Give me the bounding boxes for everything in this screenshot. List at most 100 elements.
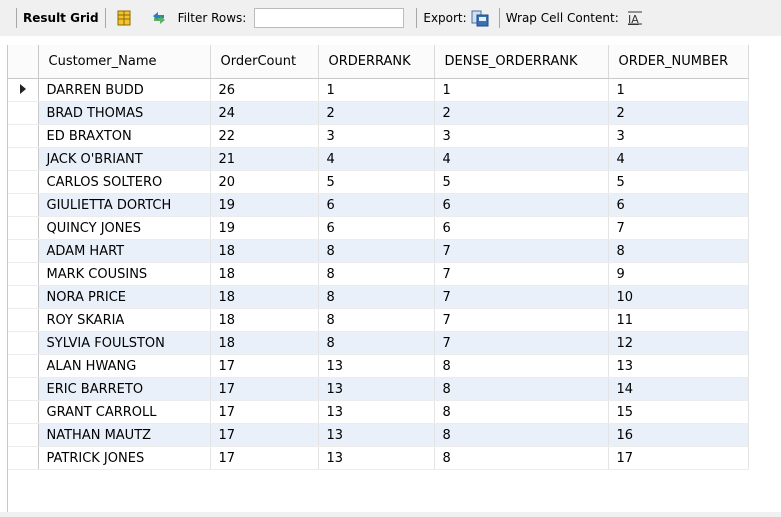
- table-cell[interactable]: 8: [434, 377, 609, 401]
- table-cell[interactable]: ROY SKARIA: [38, 308, 211, 332]
- table-cell[interactable]: 7: [608, 216, 749, 240]
- table-cell[interactable]: 2: [318, 101, 435, 125]
- row-selector[interactable]: [8, 354, 39, 378]
- table-cell[interactable]: 18: [210, 308, 319, 332]
- table-cell[interactable]: GIULIETTA DORTCH: [38, 193, 211, 217]
- table-cell[interactable]: 14: [608, 377, 749, 401]
- export-icon[interactable]: [471, 9, 489, 27]
- table-cell[interactable]: 22: [210, 124, 319, 148]
- table-cell[interactable]: SYLVIA FOULSTON: [38, 331, 211, 355]
- table-cell[interactable]: NATHAN MAUTZ: [38, 423, 211, 447]
- row-selector[interactable]: [8, 262, 39, 286]
- table-cell[interactable]: 5: [318, 170, 435, 194]
- row-selector[interactable]: [8, 308, 39, 332]
- row-selector[interactable]: [8, 285, 39, 309]
- table-cell[interactable]: 4: [318, 147, 435, 171]
- table-cell[interactable]: 13: [318, 354, 435, 378]
- table-row[interactable]: MARK COUSINS 18 8 7 9: [8, 262, 749, 286]
- table-cell[interactable]: BRAD THOMAS: [38, 101, 211, 125]
- table-row[interactable]: ROY SKARIA 18 8 7 11: [8, 308, 749, 332]
- table-cell[interactable]: 1: [318, 78, 435, 102]
- table-cell[interactable]: 7: [434, 239, 609, 263]
- table-cell[interactable]: 8: [434, 423, 609, 447]
- table-row[interactable]: ALAN HWANG 17 13 8 13: [8, 354, 749, 378]
- table-cell[interactable]: 6: [434, 216, 609, 240]
- table-cell[interactable]: 13: [318, 423, 435, 447]
- table-cell[interactable]: 26: [210, 78, 319, 102]
- column-header[interactable]: ORDER_NUMBER: [608, 45, 749, 79]
- column-header[interactable]: OrderCount: [210, 45, 319, 79]
- table-cell[interactable]: 8: [608, 239, 749, 263]
- table-cell[interactable]: 3: [434, 124, 609, 148]
- table-cell[interactable]: 17: [210, 354, 319, 378]
- table-cell[interactable]: 13: [318, 400, 435, 424]
- table-cell[interactable]: 9: [608, 262, 749, 286]
- table-cell[interactable]: 8: [318, 308, 435, 332]
- table-cell[interactable]: 17: [210, 446, 319, 470]
- table-cell[interactable]: 8: [434, 400, 609, 424]
- row-selector[interactable]: [8, 170, 39, 194]
- row-selector[interactable]: [8, 400, 39, 424]
- table-row[interactable]: DARREN BUDD 26 1 1 1: [8, 78, 749, 102]
- table-cell[interactable]: 3: [318, 124, 435, 148]
- table-cell[interactable]: 12: [608, 331, 749, 355]
- table-cell[interactable]: JACK O'BRIANT: [38, 147, 211, 171]
- row-selector[interactable]: [8, 377, 39, 401]
- table-cell[interactable]: 15: [608, 400, 749, 424]
- table-cell[interactable]: 18: [210, 331, 319, 355]
- table-cell[interactable]: 8: [434, 446, 609, 470]
- table-cell[interactable]: 17: [210, 377, 319, 401]
- table-cell[interactable]: MARK COUSINS: [38, 262, 211, 286]
- table-row[interactable]: GRANT CARROLL 17 13 8 15: [8, 400, 749, 424]
- table-cell[interactable]: 24: [210, 101, 319, 125]
- table-cell[interactable]: 17: [210, 400, 319, 424]
- table-row[interactable]: SYLVIA FOULSTON 18 8 7 12: [8, 331, 749, 355]
- column-header[interactable]: ORDERRANK: [318, 45, 435, 79]
- table-cell[interactable]: 21: [210, 147, 319, 171]
- row-selector[interactable]: [8, 78, 39, 102]
- table-cell[interactable]: 11: [608, 308, 749, 332]
- row-selector[interactable]: [8, 239, 39, 263]
- row-selector[interactable]: [8, 216, 39, 240]
- table-row[interactable]: ADAM HART 18 8 7 8: [8, 239, 749, 263]
- table-cell[interactable]: 3: [608, 124, 749, 148]
- row-selector[interactable]: [8, 423, 39, 447]
- table-cell[interactable]: PATRICK JONES: [38, 446, 211, 470]
- table-cell[interactable]: 8: [318, 262, 435, 286]
- table-cell[interactable]: 7: [434, 308, 609, 332]
- row-selector[interactable]: [8, 101, 39, 125]
- table-cell[interactable]: 13: [318, 377, 435, 401]
- row-selector[interactable]: [8, 446, 39, 470]
- table-cell[interactable]: 1: [434, 78, 609, 102]
- table-row[interactable]: NATHAN MAUTZ 17 13 8 16: [8, 423, 749, 447]
- table-cell[interactable]: 6: [318, 216, 435, 240]
- table-cell[interactable]: 10: [608, 285, 749, 309]
- result-grid-label[interactable]: Result Grid: [23, 11, 99, 25]
- table-cell[interactable]: 5: [434, 170, 609, 194]
- table-cell[interactable]: 19: [210, 193, 319, 217]
- table-cell[interactable]: 5: [608, 170, 749, 194]
- table-cell[interactable]: 8: [318, 285, 435, 309]
- result-grid[interactable]: Customer_Name OrderCount ORDERRANK DENSE…: [7, 45, 781, 512]
- grid-icon[interactable]: [116, 10, 132, 26]
- table-cell[interactable]: GRANT CARROLL: [38, 400, 211, 424]
- table-cell[interactable]: 13: [318, 446, 435, 470]
- table-cell[interactable]: 8: [434, 354, 609, 378]
- table-row[interactable]: QUINCY JONES 19 6 6 7: [8, 216, 749, 240]
- table-cell[interactable]: 2: [608, 101, 749, 125]
- refresh-icon[interactable]: [150, 10, 168, 26]
- table-cell[interactable]: 17: [608, 446, 749, 470]
- table-row[interactable]: BRAD THOMAS 24 2 2 2: [8, 101, 749, 125]
- row-selector[interactable]: [8, 331, 39, 355]
- column-header[interactable]: Customer_Name: [38, 45, 211, 79]
- table-cell[interactable]: 8: [318, 239, 435, 263]
- table-cell[interactable]: 20: [210, 170, 319, 194]
- table-row[interactable]: ED BRAXTON 22 3 3 3: [8, 124, 749, 148]
- table-cell[interactable]: ERIC BARRETO: [38, 377, 211, 401]
- table-cell[interactable]: 4: [434, 147, 609, 171]
- table-cell[interactable]: 6: [318, 193, 435, 217]
- table-cell[interactable]: 7: [434, 331, 609, 355]
- table-cell[interactable]: 18: [210, 239, 319, 263]
- table-cell[interactable]: 17: [210, 423, 319, 447]
- table-cell[interactable]: 16: [608, 423, 749, 447]
